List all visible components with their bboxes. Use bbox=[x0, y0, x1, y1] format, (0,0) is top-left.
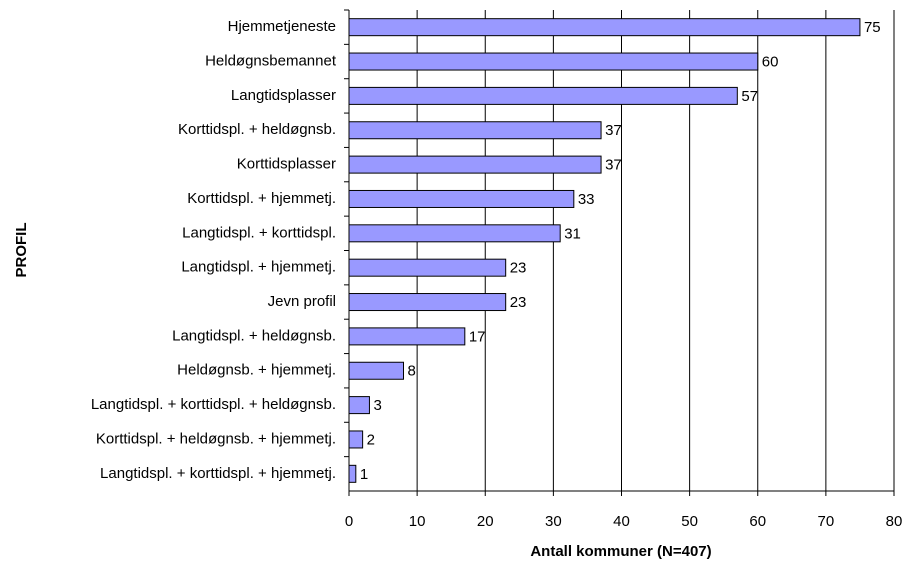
bar bbox=[348, 18, 861, 37]
bar bbox=[348, 327, 466, 346]
bar bbox=[348, 430, 364, 449]
y-tick-label: Langtidsplasser bbox=[231, 87, 336, 104]
data-label: 31 bbox=[564, 225, 581, 242]
bar bbox=[348, 464, 357, 483]
x-tick-label: 40 bbox=[613, 513, 630, 530]
data-label: 37 bbox=[605, 157, 622, 174]
data-label: 60 bbox=[762, 54, 779, 71]
data-label: 17 bbox=[469, 328, 486, 345]
x-tick-label: 80 bbox=[886, 513, 903, 530]
y-tick-label: Jevn profil bbox=[268, 293, 336, 310]
bar bbox=[348, 258, 507, 277]
x-tick-label: 30 bbox=[545, 513, 562, 530]
x-tick-label: 60 bbox=[749, 513, 766, 530]
data-label: 1 bbox=[360, 466, 368, 483]
x-axis-title: Antall kommuner (N=407) bbox=[530, 543, 711, 560]
bar bbox=[348, 121, 602, 140]
bar bbox=[348, 224, 561, 243]
y-tick-label: Langtidspl. + heldøgnsb. bbox=[172, 327, 336, 344]
y-tick-label: Korttidspl. + hjemmetj. bbox=[187, 190, 336, 207]
data-label: 23 bbox=[510, 294, 527, 311]
bar bbox=[348, 86, 738, 105]
y-tick-label: Langtidspl. + korttidspl. bbox=[182, 224, 336, 241]
y-tick-label: Heldøgnsb. + hjemmetj. bbox=[177, 362, 336, 379]
y-tick-label: Korttidspl. + heldøgnsb. bbox=[178, 121, 336, 138]
data-label: 57 bbox=[741, 88, 758, 105]
x-tick-label: 0 bbox=[345, 513, 353, 530]
y-tick-label: Langtidspl. + korttidspl. + hjemmetj. bbox=[100, 465, 336, 482]
data-label: 33 bbox=[578, 191, 595, 208]
y-axis-title: PROFIL bbox=[13, 223, 30, 278]
x-tick-label: 20 bbox=[477, 513, 494, 530]
data-label: 2 bbox=[367, 431, 375, 448]
y-tick-label: Korttidsplasser bbox=[237, 156, 336, 173]
bar bbox=[348, 189, 575, 208]
bar bbox=[348, 52, 759, 71]
y-tick-label: Langtidspl. + hjemmetj. bbox=[181, 259, 336, 276]
data-label: 37 bbox=[605, 122, 622, 139]
y-tick-label: Langtidspl. + korttidspl. + heldøgnsb. bbox=[91, 396, 336, 413]
y-tick-label: Hjemmetjeneste bbox=[228, 18, 336, 35]
y-tick-label: Heldøgnsbemannet bbox=[205, 53, 337, 70]
data-label: 8 bbox=[408, 363, 416, 380]
x-tick-label: 50 bbox=[681, 513, 698, 530]
x-tick-label: 70 bbox=[818, 513, 835, 530]
data-label: 75 bbox=[864, 19, 881, 36]
x-tick-label: 10 bbox=[409, 513, 426, 530]
bar bbox=[348, 396, 370, 415]
bar bbox=[348, 155, 602, 174]
data-label: 3 bbox=[373, 397, 381, 414]
data-label: 23 bbox=[510, 260, 527, 277]
bar bbox=[348, 361, 404, 380]
bar bbox=[348, 293, 507, 312]
y-tick-label: Korttidspl. + heldøgnsb. + hjemmetj. bbox=[96, 430, 336, 447]
